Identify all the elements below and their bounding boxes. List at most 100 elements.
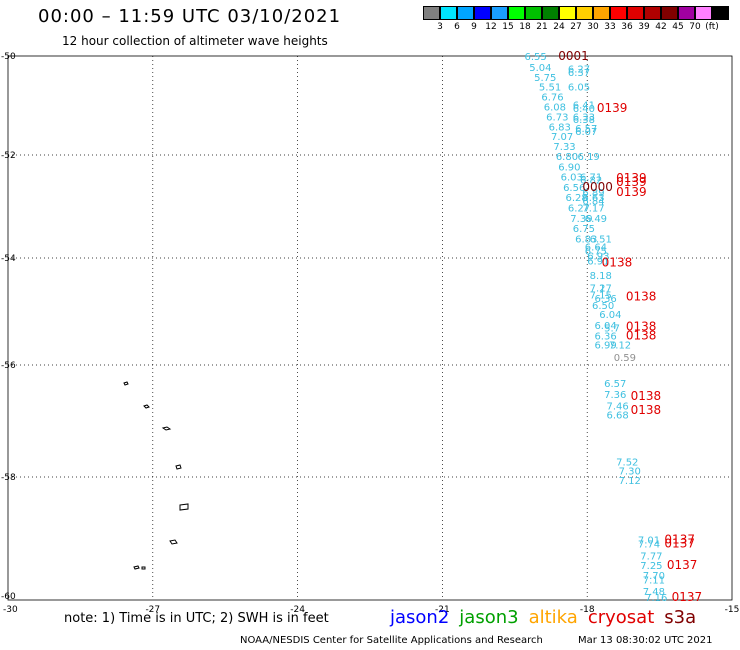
wave-height-label: 6.40 <box>573 104 595 115</box>
satellite-legend-item: jason2 <box>390 607 450 628</box>
color-swatch <box>712 6 729 20</box>
x-tick-label: -15 <box>725 605 740 615</box>
wave-height-label: 6.41 <box>573 101 595 112</box>
wave-height-label: 7.12 <box>619 476 641 487</box>
color-scale-label: (ft) <box>705 22 719 32</box>
color-swatch <box>542 6 559 20</box>
wave-height-label: 0.59 <box>614 353 636 364</box>
color-swatch <box>593 6 610 20</box>
pass-time-label: 0138 <box>631 389 662 403</box>
color-scale-label: 30 <box>587 22 599 32</box>
color-scale-label: 24 <box>553 22 565 32</box>
wave-height-label: 6.56 <box>563 183 585 194</box>
wave-height-label: 6.80 <box>556 152 578 163</box>
wave-height-label: 7.30 <box>619 466 641 477</box>
pass-labels: 0001013901390139013900000138013801380138… <box>558 49 702 604</box>
wave-height-label: 7.33 <box>553 142 575 153</box>
wave-height-label: 7.27 <box>590 283 612 294</box>
pass-time-label: 0137 <box>664 537 695 551</box>
color-swatch <box>491 6 508 20</box>
color-scale-label: 33 <box>604 22 616 32</box>
island-outline <box>169 539 178 545</box>
wave-height-label: 6.04 <box>599 310 621 321</box>
color-swatch <box>678 6 695 20</box>
wave-height-label: 7.17 <box>582 204 604 215</box>
wave-height-label: 6.76 <box>541 93 563 104</box>
wave-height-label: 5.51 <box>539 83 561 94</box>
color-scale-label: 39 <box>638 22 650 32</box>
wave-height-label: 6.07 <box>575 127 597 138</box>
y-tick-label: -56 <box>1 361 16 371</box>
pass-time-label: 0139 <box>597 101 628 115</box>
wave-height-label: 6.08 <box>544 102 566 113</box>
wave-height-label: 7.11 <box>643 575 665 586</box>
wave-height-label: 7.70 <box>643 571 665 582</box>
wave-height-label: 7.52 <box>616 457 638 468</box>
wave-height-label: 7.77 <box>640 552 662 563</box>
pass-time-label: 0138 <box>631 403 662 417</box>
color-swatch <box>440 6 457 20</box>
wave-height-label: 6.49 <box>585 214 607 225</box>
wave-height-label: 6.84 <box>582 196 604 207</box>
pass-time-label: 0138 <box>626 290 657 304</box>
wave-height-label: 6.37 <box>568 68 590 79</box>
wave-height-label: 6.99 <box>594 341 616 352</box>
timestamp-text: Mar 13 08:30:02 UTC 2021 <box>578 635 713 646</box>
plot-frame <box>7 55 733 601</box>
wave-height-label: 1 <box>599 283 605 294</box>
island-outline <box>123 381 129 386</box>
wave-height-label: 6.27 <box>568 204 590 215</box>
pass-time-label: 0001 <box>558 49 589 63</box>
y-tick-label: -54 <box>1 254 16 264</box>
wave-height-label: 6.33 <box>573 112 595 123</box>
wave-height-label: 6.68 <box>607 410 629 421</box>
color-swatch <box>661 6 678 20</box>
island-outline <box>161 426 172 431</box>
wave-height-label: 6.57 <box>604 379 626 390</box>
color-scale-label: 21 <box>536 22 548 32</box>
wave-height-label: 5.75 <box>534 73 556 84</box>
grid <box>7 55 733 601</box>
wave-height-label: 6.93 <box>587 251 609 262</box>
island-outline <box>143 404 150 409</box>
wave-height-label: 6.57 <box>575 124 597 135</box>
wave-height-label: 5.04 <box>529 63 551 74</box>
color-swatch <box>610 6 627 20</box>
wave-height-label: 7.15 <box>590 290 612 301</box>
wave-height-label: 6.91 <box>587 257 609 268</box>
chart-subtitle: 12 hour collection of altimeter wave hei… <box>62 34 328 48</box>
y-tick-label: -52 <box>1 151 16 161</box>
wave-height-label: 6.04 <box>594 321 616 332</box>
chart-title: 00:00 – 11:59 UTC 03/10/2021 <box>38 6 342 27</box>
x-tick-label: -21 <box>435 605 450 615</box>
island-outline <box>179 503 189 511</box>
y-tick-label: -60 <box>1 592 16 602</box>
wave-height-label: 6.63 <box>582 193 604 204</box>
satellite-legend: jason2 jason3 altika cryosat s3a <box>390 607 706 628</box>
pass-time-label: 0139 <box>616 185 647 199</box>
color-scale-label: 27 <box>570 22 582 32</box>
wave-height-label: 6.38 <box>573 115 595 126</box>
y-tick-label: -50 <box>1 52 16 62</box>
wave-height-label: 5.7 <box>604 324 620 335</box>
color-swatch <box>644 6 661 20</box>
axes: -27 -24 -21 -18 -15 -30 -50 -52 -54 -56 -58 -60 <box>1 52 739 615</box>
wave-height-label: 6.28 <box>565 193 587 204</box>
color-swatch <box>525 6 542 20</box>
y-tick-label: -58 <box>1 473 16 483</box>
color-swatch <box>508 6 525 20</box>
island-outline <box>133 565 146 570</box>
wave-height-label: 7.74 <box>638 540 660 551</box>
wave-height-label: 7.25 <box>640 561 662 572</box>
pass-time-label: 0137 <box>672 590 703 604</box>
wave-height-label: 6.51 <box>590 234 612 245</box>
pass-time-label: 0137 <box>664 532 695 546</box>
wave-height-label: 6.89 <box>582 188 604 199</box>
color-swatch <box>627 6 644 20</box>
wave-height-label: 8.18 <box>590 271 612 282</box>
wave-height-label: 7.48 <box>643 587 665 598</box>
x-tick-label: -18 <box>580 605 595 615</box>
pass-time-label: 0139 <box>616 175 647 189</box>
wave-height-label: 6.71 <box>580 173 602 184</box>
